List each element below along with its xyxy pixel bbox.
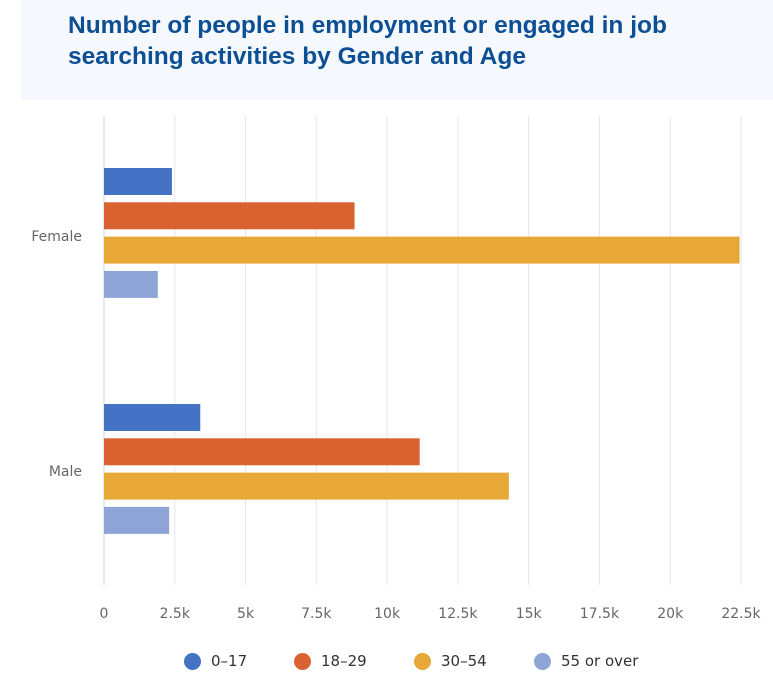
bar xyxy=(104,202,355,230)
x-tick-label: 2.5k xyxy=(160,606,191,622)
x-tick-label: 0 xyxy=(100,606,109,622)
category-label: Female xyxy=(31,229,82,245)
legend-label: 30–54 xyxy=(441,652,487,670)
legend-item-0-17[interactable]: 0–17 xyxy=(184,652,247,670)
legend-label: 55 or over xyxy=(561,652,639,670)
x-tick-label: 20k xyxy=(657,606,684,622)
legend-swatch xyxy=(294,652,311,670)
legend-swatch xyxy=(184,652,201,670)
x-tick-label: 7.5k xyxy=(301,606,332,622)
legend-item-18-29[interactable]: 18–29 xyxy=(294,652,367,670)
x-tick-label: 5k xyxy=(237,606,255,622)
legend-item-55-or-over[interactable]: 55 or over xyxy=(534,652,638,670)
bar xyxy=(104,472,509,500)
legend-label: 0–17 xyxy=(211,652,248,670)
category-label: Male xyxy=(49,464,82,480)
chart-legend: 0–17 18–29 30–54 55 or over xyxy=(0,652,773,682)
bar xyxy=(104,168,172,195)
legend-item-30-54[interactable]: 30–54 xyxy=(414,652,487,670)
legend-swatch xyxy=(534,652,551,670)
x-tick-label: 10k xyxy=(374,606,401,622)
bar xyxy=(104,236,740,264)
chart-title-line-2: searching activities by Gender and Age xyxy=(68,43,526,70)
chart-title-line-1: Number of people in employment or engage… xyxy=(68,12,667,39)
x-tick-label: 12.5k xyxy=(438,606,478,622)
bar xyxy=(104,270,158,298)
x-tick-label: 17.5k xyxy=(580,606,620,622)
legend-label: 18–29 xyxy=(321,652,367,670)
x-tick-label: 15k xyxy=(516,606,543,622)
bar xyxy=(104,404,201,431)
chart-title: Number of people in employment or engage… xyxy=(68,10,768,72)
bar xyxy=(104,438,420,466)
bar xyxy=(104,506,170,534)
bar-chart: 0 2.5k 5k 7.5k 10k 12.5k 15k 17.5k 20k 22.5k Femal… xyxy=(31,116,762,622)
title-banner: Number of people in employment or engage… xyxy=(21,0,773,100)
legend-swatch xyxy=(414,652,431,670)
x-tick-label: 22.5k xyxy=(721,606,761,622)
